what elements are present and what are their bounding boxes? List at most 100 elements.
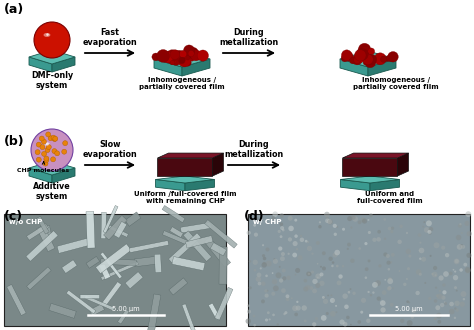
Circle shape: [315, 283, 320, 288]
Circle shape: [179, 57, 185, 64]
Circle shape: [35, 149, 40, 155]
Circle shape: [296, 301, 299, 303]
Circle shape: [279, 279, 283, 283]
Circle shape: [399, 270, 401, 272]
Circle shape: [189, 56, 194, 61]
Circle shape: [350, 258, 355, 263]
Circle shape: [166, 50, 178, 62]
Circle shape: [453, 269, 455, 271]
Circle shape: [257, 282, 261, 285]
Circle shape: [386, 261, 391, 265]
Circle shape: [31, 129, 73, 171]
Polygon shape: [29, 168, 52, 183]
Circle shape: [288, 253, 290, 255]
Circle shape: [407, 267, 410, 270]
Circle shape: [333, 252, 337, 257]
Circle shape: [350, 226, 353, 229]
Circle shape: [434, 317, 437, 320]
Circle shape: [168, 53, 175, 61]
Polygon shape: [209, 303, 220, 320]
Circle shape: [466, 231, 472, 236]
Circle shape: [46, 143, 49, 146]
Polygon shape: [185, 180, 215, 191]
Circle shape: [437, 294, 443, 299]
Circle shape: [444, 302, 447, 305]
Polygon shape: [108, 225, 128, 237]
Circle shape: [323, 299, 328, 304]
Circle shape: [286, 297, 290, 301]
Circle shape: [441, 295, 446, 300]
Circle shape: [442, 283, 446, 287]
Polygon shape: [370, 180, 400, 191]
Circle shape: [438, 320, 441, 324]
Polygon shape: [154, 51, 210, 67]
Circle shape: [272, 216, 275, 220]
Circle shape: [319, 221, 321, 223]
Circle shape: [341, 54, 348, 62]
Circle shape: [356, 49, 368, 60]
Circle shape: [328, 219, 333, 225]
Circle shape: [408, 301, 410, 304]
Circle shape: [355, 50, 366, 61]
Polygon shape: [147, 294, 161, 330]
Circle shape: [315, 317, 318, 320]
Circle shape: [387, 278, 393, 284]
Circle shape: [456, 235, 461, 240]
Polygon shape: [101, 213, 106, 239]
Circle shape: [351, 215, 356, 220]
Circle shape: [256, 273, 261, 277]
Text: 5.00 μm: 5.00 μm: [112, 306, 140, 312]
Circle shape: [292, 241, 298, 246]
Circle shape: [254, 233, 258, 237]
Circle shape: [445, 253, 449, 257]
Circle shape: [400, 319, 404, 323]
Circle shape: [301, 305, 307, 311]
Circle shape: [428, 230, 431, 234]
Circle shape: [253, 224, 256, 227]
Circle shape: [449, 309, 455, 314]
Circle shape: [336, 265, 338, 267]
Circle shape: [178, 54, 191, 67]
Circle shape: [357, 220, 362, 224]
Circle shape: [388, 227, 391, 230]
Circle shape: [46, 33, 49, 36]
Circle shape: [170, 50, 180, 59]
Circle shape: [387, 287, 391, 291]
Circle shape: [346, 316, 350, 319]
Circle shape: [353, 216, 358, 222]
Polygon shape: [162, 206, 185, 222]
Circle shape: [436, 294, 439, 297]
Circle shape: [344, 52, 353, 61]
Circle shape: [352, 292, 356, 295]
Circle shape: [435, 305, 440, 310]
Circle shape: [458, 224, 462, 228]
Circle shape: [426, 220, 432, 226]
Polygon shape: [170, 227, 183, 238]
Circle shape: [429, 255, 432, 257]
Polygon shape: [36, 216, 49, 234]
Circle shape: [460, 291, 466, 297]
Circle shape: [253, 315, 255, 317]
Circle shape: [305, 285, 310, 290]
Circle shape: [461, 232, 463, 234]
Circle shape: [407, 320, 413, 326]
Circle shape: [42, 151, 46, 156]
Circle shape: [442, 290, 447, 294]
Circle shape: [311, 271, 314, 274]
Circle shape: [45, 148, 50, 152]
Circle shape: [191, 50, 201, 61]
Circle shape: [51, 135, 56, 140]
Circle shape: [278, 230, 281, 233]
Circle shape: [365, 242, 367, 245]
Polygon shape: [340, 51, 396, 67]
Circle shape: [247, 310, 251, 313]
Circle shape: [256, 217, 258, 220]
Circle shape: [391, 226, 394, 230]
Polygon shape: [86, 256, 100, 268]
Circle shape: [319, 281, 325, 286]
Circle shape: [385, 56, 390, 61]
Polygon shape: [212, 153, 224, 176]
Ellipse shape: [42, 142, 50, 147]
Polygon shape: [101, 259, 136, 266]
Circle shape: [361, 298, 366, 303]
